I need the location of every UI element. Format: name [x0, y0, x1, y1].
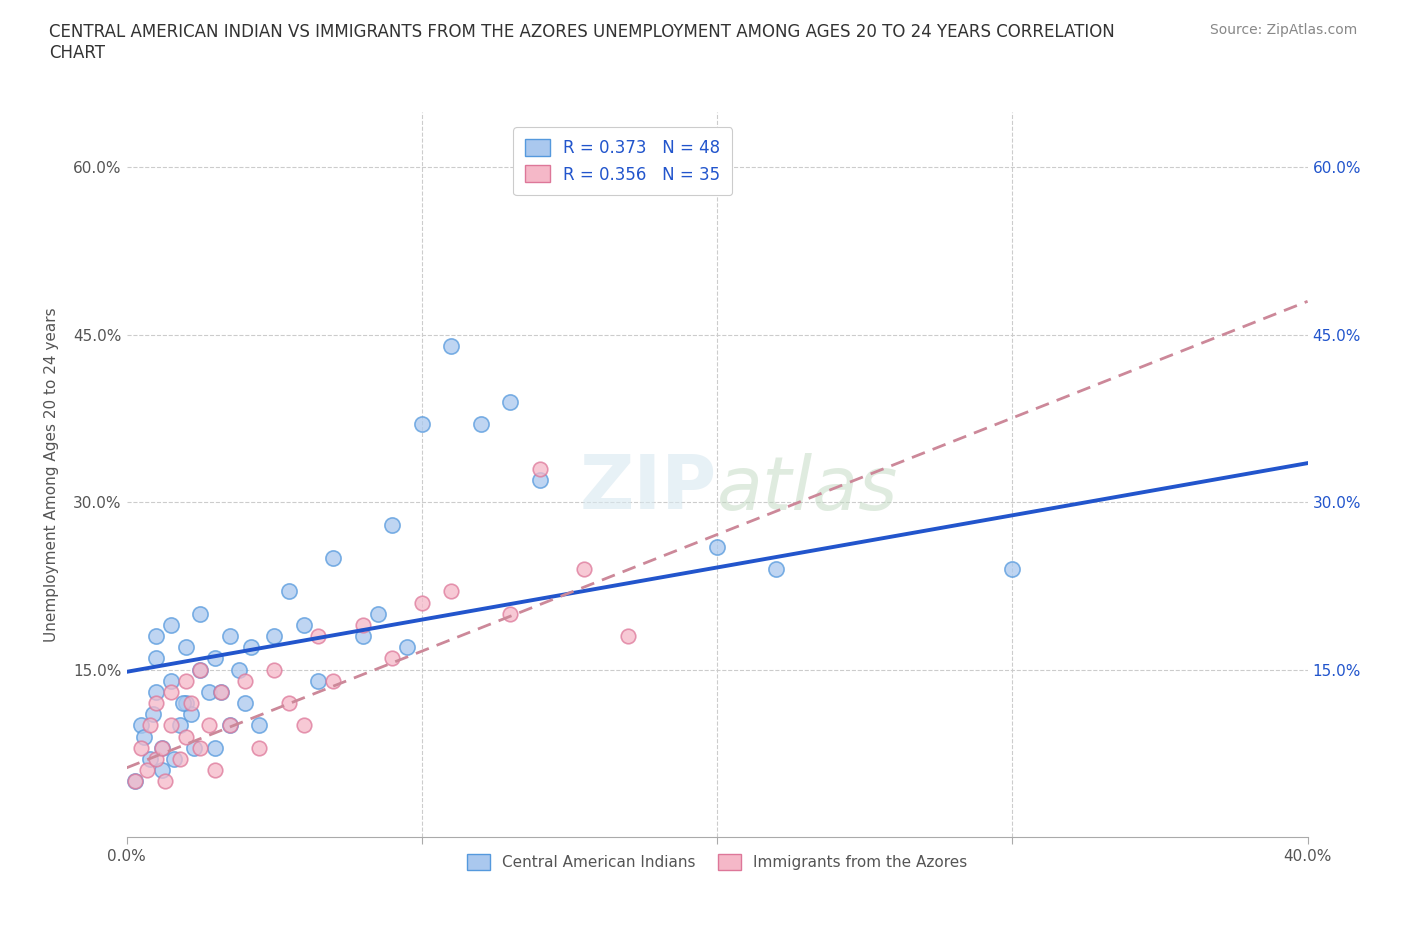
- Point: [308, 673, 330, 688]
- Point: [136, 763, 159, 777]
- Point: [239, 640, 262, 655]
- Point: [322, 673, 344, 688]
- Point: [292, 618, 315, 632]
- Point: [142, 707, 165, 722]
- Point: [278, 696, 301, 711]
- Point: [209, 684, 232, 699]
- Point: [150, 740, 173, 755]
- Text: atlas: atlas: [717, 453, 898, 525]
- Point: [163, 751, 186, 766]
- Point: [169, 751, 191, 766]
- Point: [396, 640, 419, 655]
- Point: [145, 751, 167, 766]
- Point: [150, 740, 173, 755]
- Point: [174, 696, 197, 711]
- Point: [529, 472, 551, 487]
- Point: [169, 718, 191, 733]
- Point: [381, 651, 404, 666]
- Point: [529, 461, 551, 476]
- Point: [440, 584, 463, 599]
- Point: [219, 718, 242, 733]
- Point: [617, 629, 640, 644]
- Text: Source: ZipAtlas.com: Source: ZipAtlas.com: [1209, 23, 1357, 37]
- Point: [470, 417, 492, 432]
- Point: [322, 551, 344, 565]
- Point: [1001, 562, 1024, 577]
- Point: [499, 394, 522, 409]
- Point: [145, 651, 167, 666]
- Point: [129, 718, 153, 733]
- Point: [440, 339, 463, 353]
- Point: [180, 707, 202, 722]
- Point: [145, 684, 167, 699]
- Point: [124, 774, 146, 789]
- Point: [160, 684, 183, 699]
- Point: [367, 606, 389, 621]
- Point: [160, 673, 183, 688]
- Point: [233, 696, 256, 711]
- Point: [249, 740, 271, 755]
- Point: [124, 774, 146, 789]
- Point: [411, 595, 433, 610]
- Point: [263, 629, 285, 644]
- Point: [219, 718, 242, 733]
- Point: [219, 629, 242, 644]
- Point: [352, 618, 374, 632]
- Text: ZIP: ZIP: [579, 452, 717, 525]
- Point: [188, 740, 212, 755]
- Point: [174, 673, 197, 688]
- Point: [249, 718, 271, 733]
- Point: [765, 562, 787, 577]
- Legend: Central American Indians, Immigrants from the Azores: Central American Indians, Immigrants fro…: [461, 848, 973, 876]
- Point: [278, 584, 301, 599]
- Point: [204, 651, 226, 666]
- Point: [153, 774, 176, 789]
- Point: [706, 539, 728, 554]
- Point: [139, 751, 162, 766]
- Text: CENTRAL AMERICAN INDIAN VS IMMIGRANTS FROM THE AZORES UNEMPLOYMENT AMONG AGES 20: CENTRAL AMERICAN INDIAN VS IMMIGRANTS FR…: [49, 23, 1115, 62]
- Point: [160, 618, 183, 632]
- Point: [499, 606, 522, 621]
- Point: [204, 763, 226, 777]
- Point: [263, 662, 285, 677]
- Point: [172, 696, 194, 711]
- Point: [574, 562, 596, 577]
- Point: [204, 740, 226, 755]
- Point: [292, 718, 315, 733]
- Point: [381, 517, 404, 532]
- Y-axis label: Unemployment Among Ages 20 to 24 years: Unemployment Among Ages 20 to 24 years: [45, 307, 59, 642]
- Point: [209, 684, 232, 699]
- Point: [129, 740, 153, 755]
- Point: [183, 740, 205, 755]
- Point: [188, 662, 212, 677]
- Point: [150, 763, 173, 777]
- Point: [352, 629, 374, 644]
- Point: [145, 696, 167, 711]
- Point: [198, 718, 221, 733]
- Point: [228, 662, 250, 677]
- Point: [411, 417, 433, 432]
- Point: [160, 718, 183, 733]
- Point: [308, 629, 330, 644]
- Point: [233, 673, 256, 688]
- Point: [180, 696, 202, 711]
- Point: [134, 729, 156, 744]
- Point: [139, 718, 162, 733]
- Point: [198, 684, 221, 699]
- Point: [188, 662, 212, 677]
- Point: [188, 606, 212, 621]
- Point: [145, 629, 167, 644]
- Point: [174, 640, 197, 655]
- Point: [174, 729, 197, 744]
